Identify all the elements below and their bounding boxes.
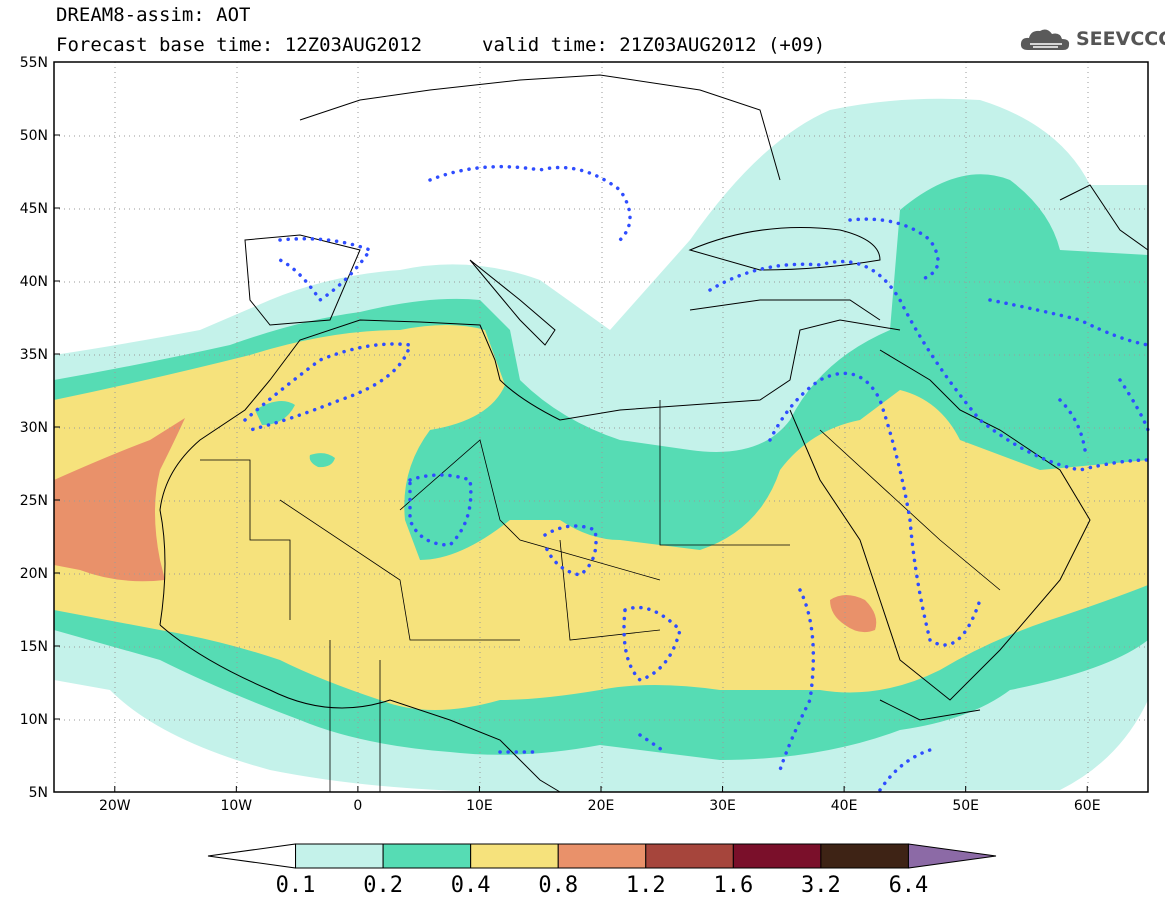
colorbar-high-arrow: [907, 843, 997, 869]
lat-tick-label: 10N: [20, 712, 48, 728]
latitude-labels: 5N 10N 15N 20N 25N 30N 35N 40N 45N 50N 55N: [20, 55, 60, 801]
lon-tick-label: 10E: [466, 798, 493, 814]
colorbar-low-arrow: [207, 843, 297, 869]
colorbar-box: [470, 843, 559, 869]
logo-text: SEEVCCC: [1076, 28, 1165, 50]
colorbar-label: 6.4: [889, 873, 929, 898]
colorbar-label: 0.1: [276, 873, 316, 898]
longitude-labels: 20W 10W 0 10E 20E 30E 40E 50E 60E: [99, 786, 1101, 814]
colorbar-box: [557, 843, 647, 869]
lat-tick-label: 25N: [20, 493, 48, 509]
lon-tick-label: 60E: [1074, 798, 1101, 814]
lat-tick-label: 55N: [20, 55, 48, 71]
colorbar-label: 0.4: [451, 873, 491, 898]
forecast-base-time: Forecast base time: 12Z03AUG2012: [56, 34, 423, 56]
colorbar-box: [820, 843, 909, 869]
colorbar-box: [732, 843, 822, 869]
gridlines: [54, 62, 1148, 792]
lon-tick-label: 20E: [588, 798, 615, 814]
lat-tick-label: 5N: [29, 785, 48, 801]
lat-tick-label: 50N: [20, 128, 48, 144]
aot-band-high-west: [54, 418, 185, 582]
colorbar-label: 1.2: [626, 873, 666, 898]
colorbar-label: 0.8: [538, 873, 578, 898]
lat-tick-label: 40N: [20, 274, 48, 290]
seevccc-logo: SEEVCCC: [1018, 26, 1165, 56]
borders: [200, 400, 1001, 792]
colorbar-label: 3.2: [801, 873, 841, 898]
map-title: DREAM8-assim: AOT: [56, 4, 251, 26]
valid-time: valid time: 21Z03AUG2012 (+09): [482, 34, 826, 56]
lon-tick-label: 20W: [99, 798, 131, 814]
coastlines: [159, 74, 1149, 793]
contours: [243, 164, 1150, 792]
lat-tick-label: 45N: [20, 201, 48, 217]
lon-tick-label: 10W: [220, 798, 252, 814]
lon-tick-label: 40E: [831, 798, 858, 814]
lat-tick-label: 15N: [20, 639, 48, 655]
aot-patch-light: [309, 453, 335, 468]
lon-tick-label: 50E: [952, 798, 979, 814]
colorbar: 0.1 0.2 0.4 0.8 1.2 1.6 3.2 6.4: [207, 843, 997, 898]
colorbar-box: [645, 843, 734, 869]
lon-tick-label: 30E: [709, 798, 736, 814]
colorbar-box: [382, 843, 472, 869]
aot-patch-light-2: [255, 401, 295, 425]
lat-tick-label: 30N: [20, 420, 48, 436]
colorbar-box: [295, 843, 384, 869]
lat-tick-label: 20N: [20, 566, 48, 582]
aot-band-high-east: [830, 595, 877, 633]
cloud-icon: [1020, 29, 1070, 50]
lat-tick-label: 35N: [20, 347, 48, 363]
lon-tick-label: 0: [353, 798, 362, 814]
colorbar-label: 0.2: [363, 873, 403, 898]
colorbar-label: 1.6: [713, 873, 753, 898]
